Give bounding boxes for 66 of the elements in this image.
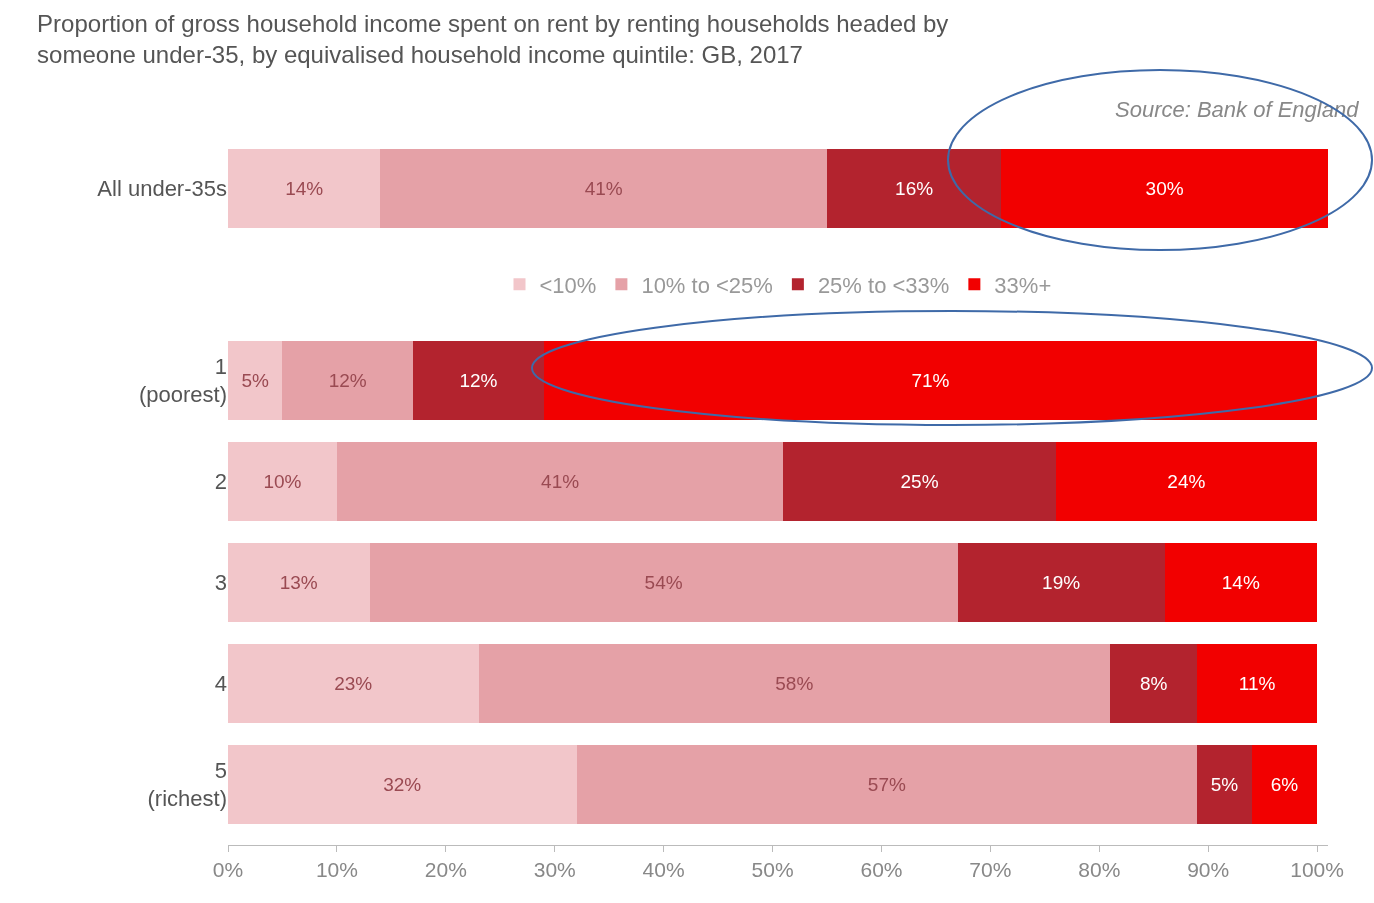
bar xyxy=(1164,543,1318,622)
data-label: 5% xyxy=(241,369,270,391)
bar xyxy=(1197,745,1252,824)
y-tick-label: 2 xyxy=(214,469,227,495)
y-tick-label: 4 xyxy=(214,671,227,697)
data-label: 57% xyxy=(867,773,906,795)
x-tick-label: 0% xyxy=(212,858,244,882)
y-tick-label: 3 xyxy=(214,570,227,596)
data-label: 14% xyxy=(285,178,324,200)
x-tick-label: 30% xyxy=(533,858,576,882)
bar xyxy=(228,543,370,622)
data-label: 5% xyxy=(1210,773,1239,795)
data-label: 12% xyxy=(328,369,367,391)
data-label: 41% xyxy=(541,470,580,492)
x-tick-label: 20% xyxy=(424,858,467,882)
data-label: 19% xyxy=(1042,571,1081,593)
x-tick-label: 90% xyxy=(1187,858,1230,882)
bar xyxy=(1251,745,1318,824)
bar xyxy=(783,442,1056,521)
data-label: 41% xyxy=(584,178,623,200)
data-label: 11% xyxy=(1238,672,1276,694)
bar xyxy=(1197,644,1318,723)
data-label: 6% xyxy=(1270,773,1299,795)
bar xyxy=(369,543,958,622)
data-label: 23% xyxy=(334,672,373,694)
legend-label: 25% to <33% xyxy=(817,272,950,298)
x-tick-label: 70% xyxy=(969,858,1012,882)
y-tick-label: 1 (poorest) xyxy=(138,353,227,408)
data-label: 10% xyxy=(263,470,302,492)
legend-label: 10% to <25% xyxy=(641,272,773,298)
data-label: 54% xyxy=(644,571,683,593)
data-label: 12% xyxy=(459,369,498,391)
bar xyxy=(478,644,1111,723)
x-tick-label: 50% xyxy=(751,858,794,882)
legend-label: <10% xyxy=(539,272,597,298)
x-tick-label: 10% xyxy=(315,858,358,882)
bar xyxy=(282,341,414,420)
chart-title: Proportion of gross household income spent on rent by renting households headed by someone under-35, by equivalised household income quintile: GB, 2017 xyxy=(37,9,949,68)
bar xyxy=(1110,644,1198,723)
data-label: 30% xyxy=(1145,178,1184,200)
data-label: 32% xyxy=(383,773,422,795)
x-tick-label: 60% xyxy=(860,858,903,882)
bar xyxy=(228,644,479,723)
bar xyxy=(576,745,1198,824)
bar xyxy=(957,543,1165,622)
bar xyxy=(543,341,1318,420)
data-label: 14% xyxy=(1221,571,1260,593)
x-tick-label: 80% xyxy=(1078,858,1121,882)
y-tick-label: 5 (richest) xyxy=(147,757,227,812)
y-tick-label: All under-35s xyxy=(97,176,227,202)
bar xyxy=(336,442,784,521)
bar xyxy=(228,745,577,824)
data-label: 8% xyxy=(1139,672,1168,694)
data-label: 16% xyxy=(895,178,934,200)
x-tick-label: 40% xyxy=(642,858,685,882)
data-label: 71% xyxy=(911,369,950,391)
bar xyxy=(228,442,337,521)
bar xyxy=(413,341,544,420)
bar xyxy=(228,341,283,420)
data-label: 25% xyxy=(900,470,939,492)
data-label: 13% xyxy=(279,571,318,593)
legend-label: 33%+ xyxy=(994,272,1052,298)
x-tick-label: 100% xyxy=(1290,858,1344,882)
data-label: 58% xyxy=(775,672,814,694)
bar xyxy=(1055,442,1318,521)
data-label: 24% xyxy=(1167,470,1206,492)
